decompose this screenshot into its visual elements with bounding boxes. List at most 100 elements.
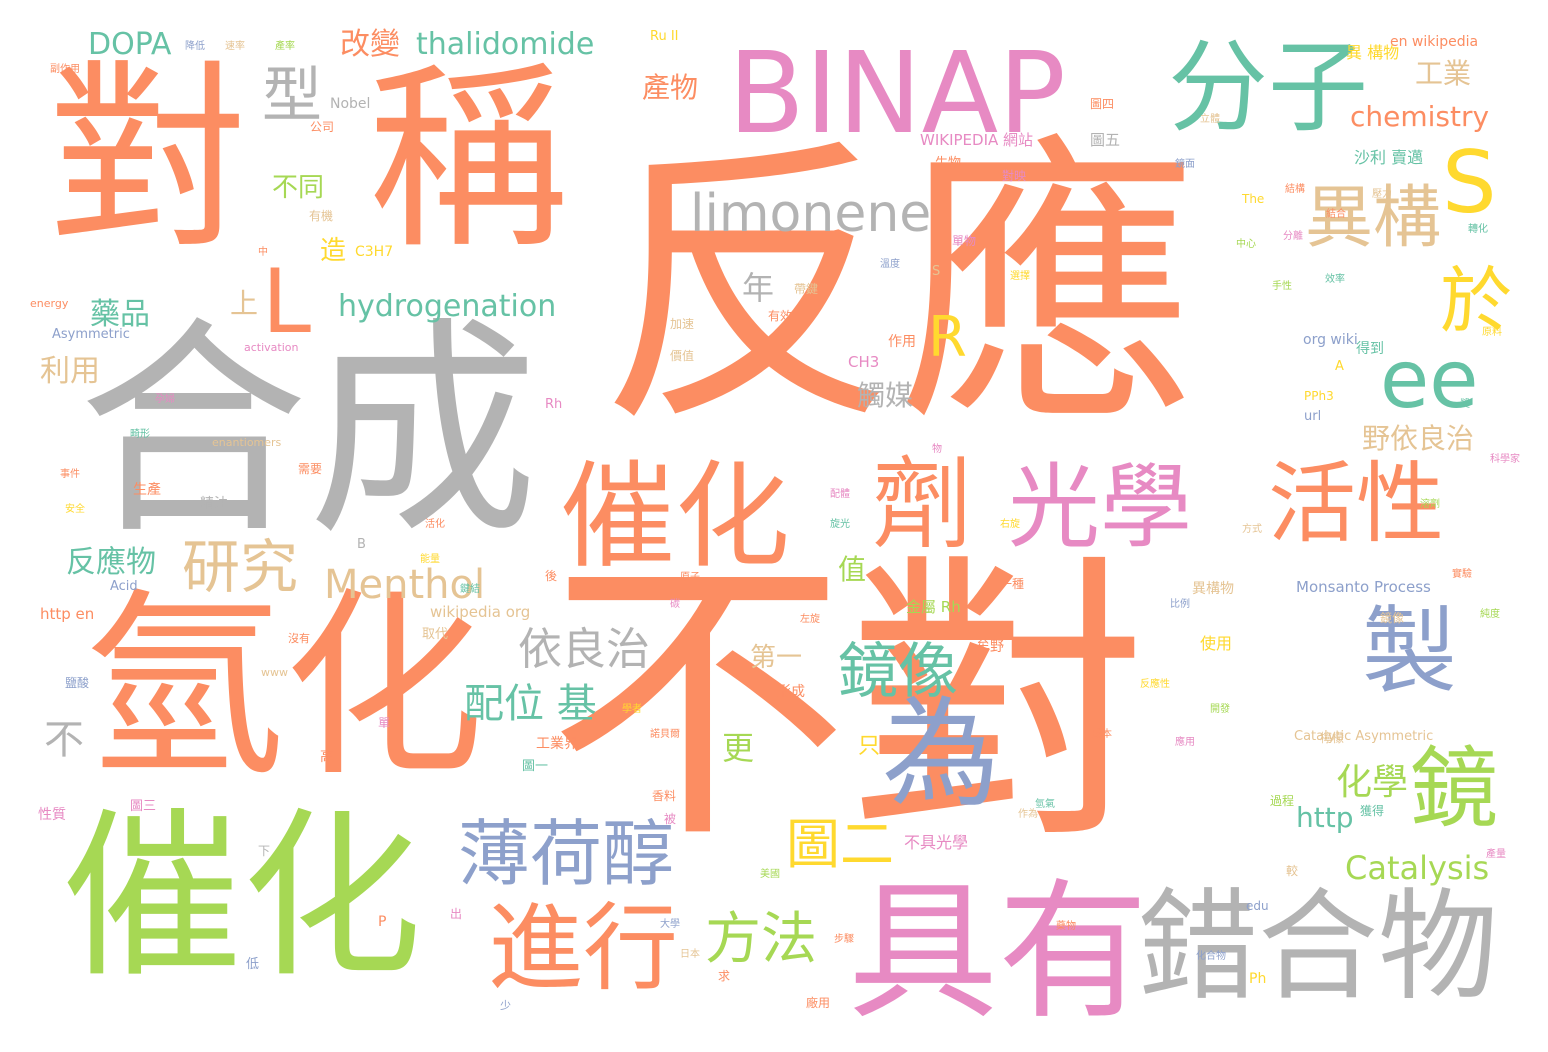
cloud-word: http en: [40, 605, 95, 623]
cloud-word: 值: [838, 553, 867, 586]
cloud-word: 壓力: [1372, 189, 1392, 200]
cloud-word: url: [1304, 409, 1322, 424]
cloud-word: 孕婦: [155, 394, 175, 405]
cloud-word: hydrogenation: [338, 289, 557, 324]
cloud-word: 異構物: [1192, 581, 1234, 597]
cloud-word: 得到: [1356, 341, 1384, 357]
cloud-word: 較: [1286, 864, 1299, 878]
cloud-word: 左旋: [800, 614, 820, 625]
cloud-word: Nobel: [330, 96, 371, 112]
cloud-word: CH3: [848, 353, 880, 371]
cloud-word: 獲得: [1360, 804, 1385, 818]
cloud-word: 催化: [62, 793, 423, 1002]
cloud-word: 後: [545, 569, 558, 583]
cloud-word: 下: [258, 844, 271, 858]
cloud-word: 安全: [65, 504, 85, 515]
cloud-word: 反應: [598, 113, 1198, 462]
cloud-word: 旋光: [830, 519, 850, 530]
cloud-word: The: [1242, 192, 1265, 206]
cloud-word: 合成: [78, 299, 539, 566]
cloud-word: 對: [48, 43, 249, 276]
cloud-word: 獎: [1460, 399, 1470, 410]
cloud-word: thalidomide: [416, 27, 595, 62]
cloud-word: 美國: [760, 869, 780, 880]
cloud-word: 利用: [40, 354, 100, 389]
cloud-word: Catalytic Asymmetric: [1294, 729, 1434, 744]
cloud-word: 催化: [560, 450, 791, 584]
cloud-word: 實驗: [1452, 569, 1472, 580]
cloud-word: 鏡: [1410, 737, 1499, 840]
cloud-word: 形成: [777, 684, 805, 700]
cloud-word: 科學家: [1490, 454, 1520, 465]
cloud-word: 牟野: [976, 639, 1004, 655]
cloud-word: 分離: [1283, 231, 1303, 242]
cloud-word: 稱: [368, 43, 569, 276]
cloud-word: 金屬 Rh: [906, 598, 961, 616]
cloud-word: 降低: [185, 41, 205, 52]
cloud-word: 溶劑: [1420, 499, 1440, 510]
cloud-word: 光學: [1008, 454, 1193, 561]
cloud-word: 價值: [670, 349, 695, 363]
cloud-word: 畸形: [130, 429, 150, 440]
cloud-word: 成本: [1092, 729, 1112, 740]
cloud-word: 錯合物: [1138, 878, 1498, 1017]
cloud-word: 研究: [182, 533, 299, 601]
cloud-word: 不: [44, 717, 84, 763]
cloud-word: 學者: [622, 704, 642, 715]
cloud-word: 出: [450, 907, 463, 921]
cloud-word: 溫度: [880, 259, 900, 270]
cloud-word: BINAP: [728, 29, 1066, 159]
cloud-word: 碳: [670, 599, 680, 610]
cloud-word: 不對: [548, 530, 1148, 879]
cloud-word: 比例: [1170, 599, 1190, 610]
cloud-word: chemistry: [1350, 100, 1490, 133]
cloud-word: ee: [1380, 333, 1479, 426]
cloud-word: 單物: [952, 234, 977, 248]
cloud-word: 中心: [1236, 239, 1256, 250]
cloud-word: 生物: [935, 156, 962, 171]
cloud-word: 高: [320, 749, 334, 765]
cloud-word: 活化: [425, 519, 445, 530]
cloud-word: 化合物: [1196, 951, 1226, 962]
cloud-word: edu: [1246, 899, 1269, 913]
cloud-word: 少: [500, 999, 511, 1012]
cloud-word: 手性: [1272, 281, 1292, 292]
cloud-word: 香料: [652, 789, 677, 803]
cloud-word: 取代: [422, 627, 449, 642]
cloud-word: 物: [932, 444, 942, 455]
cloud-word: 鏡面: [1175, 159, 1195, 170]
cloud-word: 圖四: [1090, 97, 1115, 111]
cloud-word: 公司: [310, 120, 335, 134]
cloud-word: 藥物: [1056, 921, 1076, 932]
cloud-word: 依良治: [518, 624, 650, 675]
cloud-word: 只: [858, 734, 881, 759]
cloud-word: 純度: [1480, 609, 1500, 620]
cloud-word: 異構: [1305, 179, 1442, 258]
cloud-word: S: [932, 264, 941, 279]
cloud-word: P: [378, 914, 387, 930]
cloud-word: en wikipedia: [1390, 34, 1479, 50]
cloud-word: 步驟: [834, 934, 854, 945]
cloud-word: 單: [378, 716, 391, 730]
cloud-word: 具有: [848, 866, 1149, 1040]
cloud-word: 產率: [275, 41, 295, 52]
cloud-word: 反應性: [1140, 679, 1170, 690]
cloud-word: 觸媒: [857, 379, 914, 412]
cloud-word: Catalysis: [1345, 849, 1490, 887]
cloud-word: 圖五: [1090, 131, 1121, 149]
cloud-word: 野依良治: [1362, 422, 1475, 455]
cloud-word: 有效: [768, 309, 793, 323]
cloud-word: S: [1442, 133, 1497, 233]
cloud-word: 製: [1362, 597, 1458, 707]
cloud-word: 鏡像: [838, 637, 958, 707]
cloud-word: 圖一: [522, 759, 549, 774]
cloud-word: 鏡像: [1380, 611, 1405, 625]
cloud-word: 劑: [872, 446, 972, 563]
cloud-word: 方法: [705, 907, 817, 972]
cloud-word: WIKIPEDIA 網站: [920, 131, 1034, 149]
cloud-word: 副作用: [50, 64, 80, 75]
cloud-word: energy: [30, 297, 69, 310]
cloud-word: 配體: [830, 489, 850, 500]
cloud-word: 作為: [1018, 809, 1038, 820]
cloud-word: 一種: [1000, 577, 1025, 591]
